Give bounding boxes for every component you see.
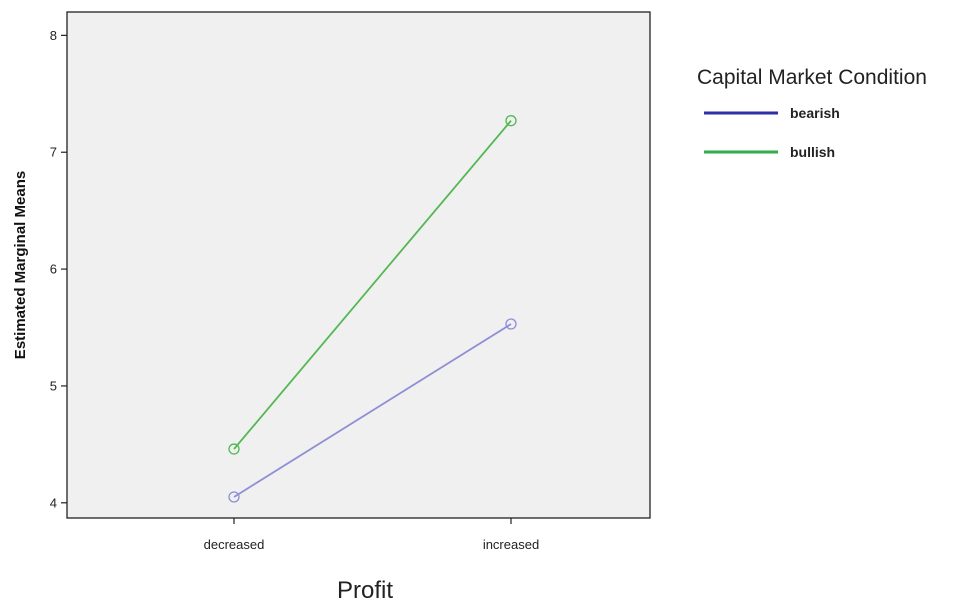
series-line-bullish xyxy=(233,120,512,450)
x-tick-label: decreased xyxy=(204,537,265,552)
legend-items: bearish bullish xyxy=(704,105,840,160)
series-line-bearish xyxy=(233,323,512,498)
y-tick-label: 7 xyxy=(50,145,57,160)
y-tick-label: 6 xyxy=(50,262,57,277)
y-axis: 4 5 6 7 8 xyxy=(50,28,67,510)
legend-label-bearish: bearish xyxy=(790,105,840,121)
legend-label-bullish: bullish xyxy=(790,144,835,160)
y-tick-label: 4 xyxy=(50,495,57,510)
legend: Capital Market Condition bearish bullish xyxy=(697,66,927,160)
legend-title: Capital Market Condition xyxy=(697,66,927,89)
x-axis: decreased increased xyxy=(204,518,539,552)
plot-area xyxy=(66,11,651,519)
y-axis-label: Estimated Marginal Means xyxy=(12,171,29,359)
data-point-bullish-increased xyxy=(505,115,517,127)
x-tick-label: increased xyxy=(483,537,539,552)
series-layer xyxy=(228,115,517,503)
x-axis-label: Profit xyxy=(337,577,393,601)
data-point-bearish-decreased xyxy=(228,491,240,503)
data-point-bearish-increased xyxy=(505,318,517,330)
data-point-bullish-decreased xyxy=(228,443,240,455)
y-tick-label: 8 xyxy=(50,28,57,43)
y-tick-label: 5 xyxy=(50,378,57,393)
